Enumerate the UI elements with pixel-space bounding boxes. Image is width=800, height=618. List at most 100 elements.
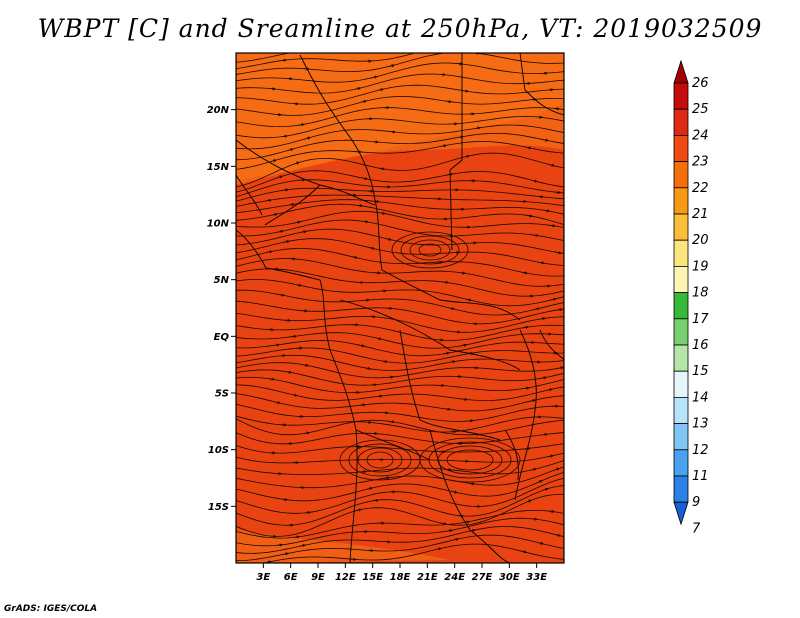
colorbar-segment [673,423,689,451]
streamline-arrow [553,107,561,111]
border-line [519,53,564,116]
streamline-arrow [293,161,301,165]
streamline-arrow [298,123,306,127]
border-line [381,269,521,321]
border-line [449,53,463,251]
streamline-arrow [539,317,547,321]
colorbar-label: 13 [692,417,709,432]
streamline-arrow [378,167,386,171]
lat-tick-label: 10S [208,445,229,456]
border-line [539,329,564,361]
streamline [236,53,564,75]
streamline-arrow [304,136,312,140]
streamline-arrow [549,224,557,228]
streamline-arrow [536,115,544,119]
streamline [236,268,564,297]
streamline-arrow [533,307,541,311]
colorbar-label: 26 [692,76,709,91]
streamline-arrow [474,126,482,130]
streamline [236,354,564,371]
lon-tick-label: 12E [335,572,356,583]
streamline-vortex [418,243,442,257]
streamline-arrow [287,148,295,152]
streamline [236,179,564,198]
streamline-arrow [451,43,456,44]
streamline [236,393,564,412]
plot-area [235,32,565,564]
streamline [236,415,564,433]
streamline-vortex [366,451,394,469]
colorbar-segment [673,239,689,267]
streamline [236,526,564,554]
lon-tick-label: 9E [311,572,325,583]
border-line [236,229,358,563]
streamline-arrow [364,366,372,370]
streamline [236,332,564,349]
streamline-arrow [542,487,550,491]
lon-tick-label: 3E [256,572,270,583]
streamline-arrow [281,497,289,502]
streamline-arrow [451,490,459,494]
colorbar-bottom-arrow [673,501,689,526]
streamline [236,362,564,379]
map-title: WBPT [C] and Sreamline at 250hPa, VT: 20… [37,14,763,43]
streamline [236,418,564,436]
streamline [236,517,564,547]
colorbar-segment [673,265,689,293]
streamline-arrow [377,88,385,92]
colorbar-segment [673,475,689,503]
streamline-arrow [385,237,393,241]
streamline-arrow [556,308,564,312]
streamline-arrow [268,377,276,381]
streamline-arrow [383,476,391,480]
border-line [399,329,501,441]
streamline-arrow [359,403,367,407]
streamline-arrow [546,388,554,392]
streamline-vortex [339,439,421,481]
streamlines [236,32,564,563]
streamline-vortex [348,443,412,477]
streamline-arrow [304,510,312,515]
border-line [429,429,511,563]
streamline-arrow [435,547,443,551]
lat-tick-label: 20N [207,105,230,116]
streamline-arrow [389,130,397,134]
streamline [236,95,564,116]
streamline [236,199,564,215]
streamline-arrow [266,250,274,254]
streamline-arrow [523,386,531,390]
streamline-arrow [548,163,556,167]
streamline [236,219,564,241]
streamline-arrow [276,543,284,547]
streamline-arrow [376,394,384,398]
streamline-arrow [457,514,465,518]
streamline-arrow [281,134,289,138]
border-line [514,329,537,501]
border-line [264,184,321,226]
streamline-arrow [462,89,470,93]
longitude-axis: 3E 6E 9E 12E 15E 18E 21E 24E 27E 30E 33E [256,563,547,583]
streamline [236,376,564,394]
streamline [236,279,564,307]
colorbar-segment [673,318,689,346]
streamline-arrow [271,212,279,217]
colorbar-segment [673,187,689,215]
streamline-arrow [280,58,288,62]
streamline [260,543,564,563]
colorbar-segment [673,82,689,110]
streamline [236,403,564,422]
streamline-arrow [520,550,528,554]
streamline-arrow [526,214,534,218]
streamline-arrow [557,366,564,370]
streamline-arrow [532,233,540,237]
streamline-arrow [541,432,549,437]
streamline-arrow [553,467,561,471]
streamline-arrow [468,32,473,33]
streamline-arrow [298,51,303,52]
streamline-arrow [554,190,562,194]
latitude-axis: 20N 15N 10N 5N EQ 5S 10S 15S [207,105,236,513]
streamline-arrow [358,344,366,348]
streamline [236,248,564,277]
colorbar-label: 14 [692,390,709,405]
streamline-arrow [531,179,539,183]
